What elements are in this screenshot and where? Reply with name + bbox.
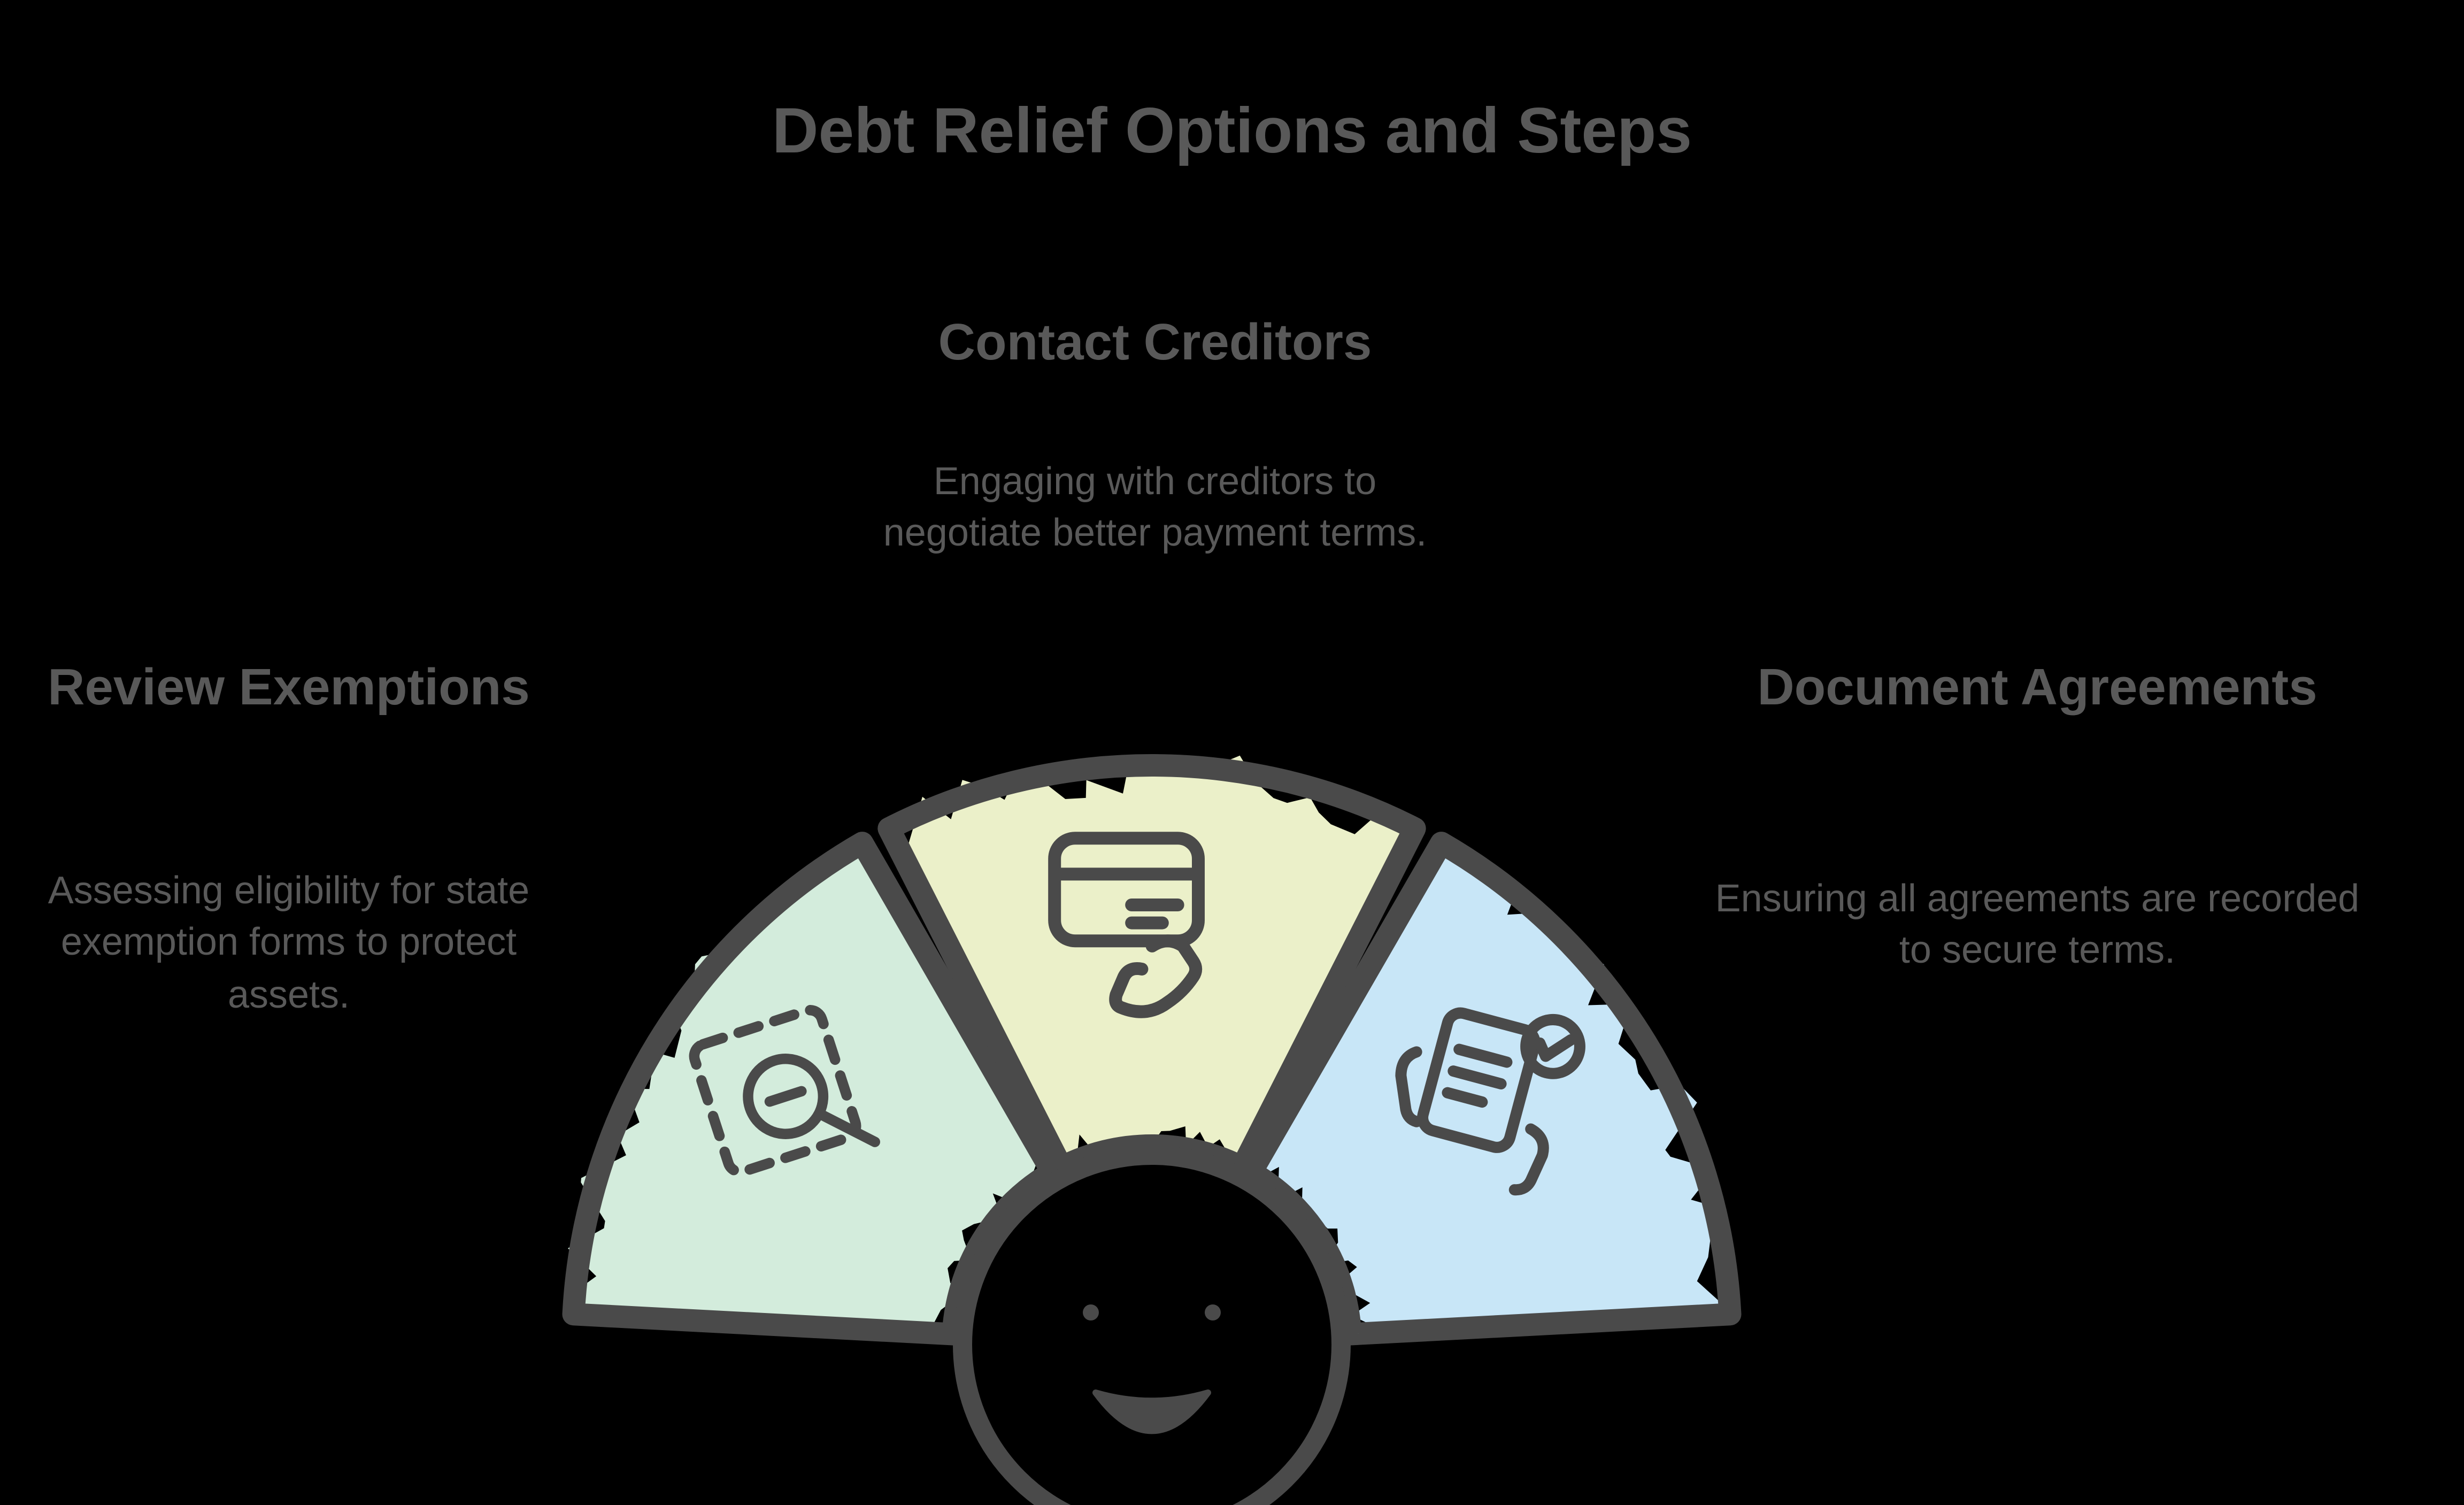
- card-phone-icon: [1019, 802, 1275, 1059]
- smiley-face-icon: [962, 1155, 1341, 1505]
- arc-chart: [0, 0, 2464, 1505]
- infographic-stage: Debt Relief Options and Steps Review Exe…: [0, 0, 2464, 1505]
